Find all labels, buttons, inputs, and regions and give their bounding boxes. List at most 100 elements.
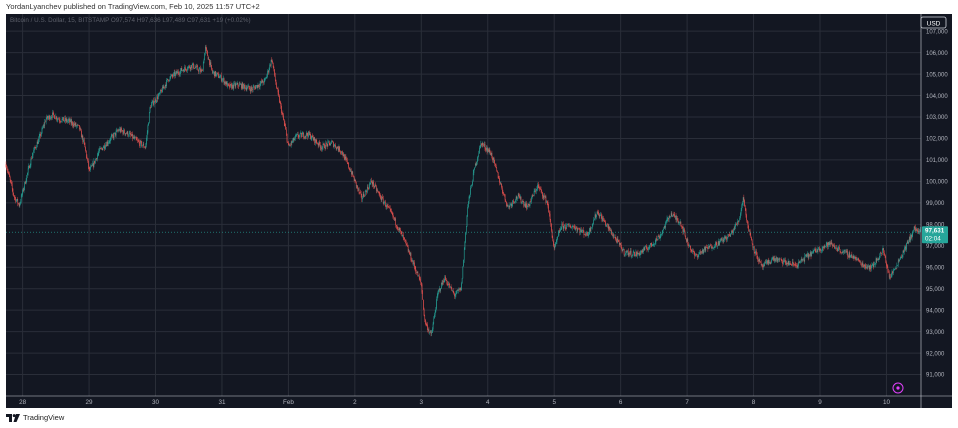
- candle: [227, 81, 228, 89]
- candle: [625, 250, 627, 256]
- candle: [818, 247, 819, 250]
- candle: [861, 261, 863, 268]
- candle: [324, 142, 325, 149]
- candle: [76, 124, 77, 129]
- candle: [83, 137, 85, 145]
- candle: [377, 188, 378, 193]
- x-tick-label: 2: [353, 399, 357, 406]
- candle: [797, 264, 799, 269]
- price-axis[interactable]: 91,000 92,000 93,000 94,000 95,000 96,000 97,0…: [920, 14, 948, 408]
- candle: [729, 231, 730, 237]
- candle: [497, 170, 498, 173]
- candle: [94, 159, 96, 165]
- candle: [886, 260, 887, 269]
- candle: [14, 195, 15, 201]
- candle: [750, 232, 752, 238]
- candle: [366, 189, 367, 195]
- candle: [807, 253, 809, 261]
- candle: [790, 263, 792, 266]
- candle: [583, 230, 585, 238]
- candle: [867, 265, 869, 270]
- candle: [579, 227, 581, 236]
- candle: [62, 116, 64, 121]
- candle: [273, 65, 275, 72]
- candle: [536, 186, 538, 191]
- candle: [486, 145, 488, 155]
- candle: [738, 220, 740, 223]
- candle: [541, 189, 543, 194]
- candle: [562, 222, 563, 227]
- candle: [339, 146, 340, 153]
- candle: [472, 169, 474, 182]
- candle: [841, 252, 842, 255]
- candle: [245, 84, 246, 90]
- candle: [807, 251, 808, 258]
- candle: [182, 69, 183, 72]
- candle: [332, 140, 334, 143]
- candle: [912, 230, 914, 237]
- candle: [756, 252, 758, 259]
- candle: [567, 223, 568, 227]
- candle: [389, 205, 390, 209]
- candle: [394, 217, 396, 221]
- candle: [492, 156, 493, 163]
- candle: [108, 140, 109, 147]
- candle: [482, 142, 484, 148]
- chart-settings-icon[interactable]: [892, 382, 904, 394]
- tradingview-logo-icon: [6, 413, 20, 422]
- candle: [769, 259, 770, 265]
- candle: [141, 140, 142, 148]
- candle: [901, 254, 902, 259]
- candle: [409, 250, 410, 255]
- candle: [512, 199, 513, 207]
- candle: [376, 187, 378, 193]
- candle: [803, 257, 805, 263]
- candle: [659, 234, 660, 239]
- candle: [171, 74, 172, 77]
- candle: [246, 85, 248, 92]
- candle: [720, 237, 722, 243]
- candle: [591, 223, 593, 230]
- candle: [177, 69, 178, 74]
- candle: [130, 132, 132, 137]
- candle: [514, 201, 516, 204]
- candle: [739, 216, 741, 221]
- candle: [70, 116, 72, 126]
- candle: [762, 262, 764, 271]
- candle: [7, 168, 9, 175]
- candle: [110, 134, 112, 141]
- candle: [13, 192, 14, 197]
- candle: [688, 242, 689, 249]
- candle: [604, 218, 606, 222]
- candle: [50, 115, 52, 120]
- candle: [373, 185, 375, 189]
- candle: [39, 131, 41, 138]
- candlestick-chart[interactable]: 91,000 92,000 93,000 94,000 95,000 96,000 97,0…: [0, 0, 958, 410]
- candle: [607, 223, 608, 228]
- candle: [744, 204, 746, 211]
- candle: [234, 80, 235, 86]
- candle: [137, 136, 138, 143]
- candle: [214, 71, 215, 79]
- candle: [659, 234, 661, 241]
- candle: [631, 255, 633, 259]
- candle: [346, 157, 348, 165]
- candle: [859, 259, 860, 263]
- candle: [630, 247, 631, 255]
- candle: [331, 140, 333, 143]
- currency-button[interactable]: USD: [920, 16, 947, 29]
- candle: [76, 123, 78, 128]
- time-axis[interactable]: 28 29 30 31 Feb 2 3 4 5 6 7 8 9 10: [6, 395, 952, 406]
- candle: [658, 234, 660, 237]
- candle: [373, 179, 374, 189]
- candle: [360, 190, 362, 198]
- candle: [234, 81, 236, 89]
- candle: [594, 218, 595, 221]
- candle: [47, 115, 48, 121]
- candle: [67, 118, 69, 124]
- candle: [191, 64, 192, 71]
- candle: [459, 287, 460, 292]
- candle: [58, 117, 59, 120]
- candle: [451, 286, 453, 292]
- candle: [789, 261, 791, 265]
